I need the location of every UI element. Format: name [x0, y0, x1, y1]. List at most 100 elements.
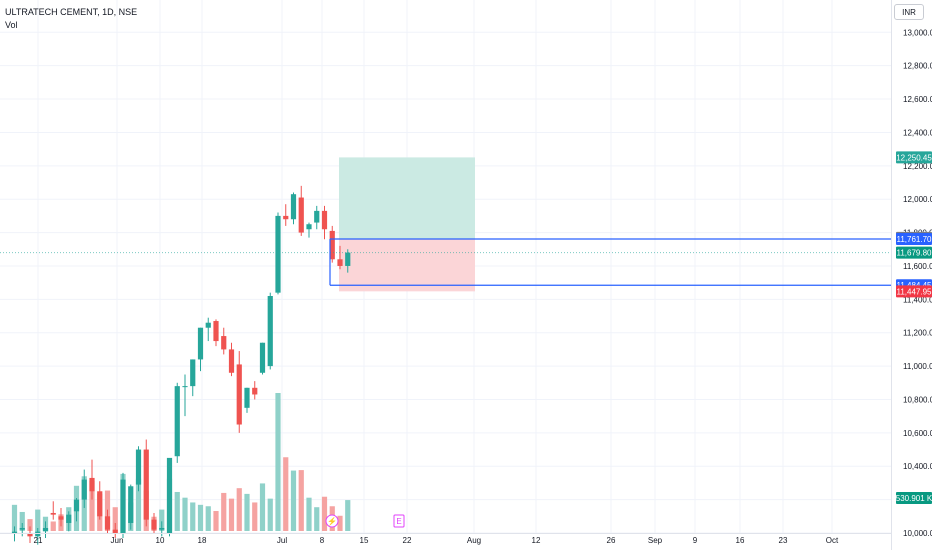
- price-tag-bg: [896, 232, 932, 245]
- volume-bar: [228, 498, 235, 531]
- candle: [104, 509, 111, 533]
- candle-body: [11, 531, 18, 533]
- time-tick-label: Aug: [467, 536, 481, 545]
- price-tag-label: 11,761.70: [897, 235, 932, 244]
- candle: [143, 439, 149, 527]
- candle-body: [213, 321, 219, 342]
- volume-bar: [89, 481, 95, 531]
- candle-body: [190, 359, 196, 387]
- candle-body: [345, 252, 351, 266]
- candle-body: [104, 516, 111, 530]
- candle: [174, 382, 180, 463]
- candle: [166, 457, 173, 537]
- volume-bar: [337, 515, 343, 531]
- volume-bar: [19, 511, 25, 531]
- candle: [329, 225, 335, 263]
- candle-body: [81, 479, 87, 500]
- horizontal-levels[interactable]: [0, 238, 891, 286]
- candle-body: [252, 387, 258, 395]
- candle-body: [50, 512, 56, 515]
- volume-bar: [27, 519, 33, 531]
- candle-body: [66, 514, 72, 523]
- candle-body: [283, 215, 289, 220]
- volume-bar: [135, 478, 142, 531]
- candle: [42, 521, 49, 539]
- time-tick-label: 9: [693, 536, 698, 545]
- volume-bar: [252, 502, 258, 531]
- target-zone: [339, 157, 475, 239]
- price-tags: 12,250.4511,768.1011,761.7011,679.8011,4…: [896, 151, 932, 504]
- candle: [221, 327, 227, 355]
- price-tag: 12,250.45: [896, 151, 932, 164]
- candle-body: [329, 230, 335, 260]
- time-axis[interactable]: 21 Jun 10 18 Jul 8 15 22 Aug 12 26 Sep 9 16 23 Oct: [0, 533, 891, 546]
- candle-body: [205, 322, 211, 328]
- volume-bars: [11, 393, 351, 531]
- candle-body: [236, 364, 242, 425]
- price-tag-bg: [896, 246, 932, 259]
- candle: [275, 212, 281, 295]
- candle-body: [244, 387, 250, 408]
- candle-body: [321, 210, 328, 230]
- candle: [112, 522, 118, 539]
- volume-bar: [213, 511, 219, 531]
- volume-bar: [190, 502, 196, 531]
- price-tag-label: 12,250.45: [896, 153, 932, 162]
- candle-body: [135, 449, 142, 485]
- position-zones[interactable]: [339, 157, 475, 292]
- candle: [345, 249, 351, 273]
- price-tag: 11,679.80: [896, 246, 932, 259]
- event-markers[interactable]: ⚡ E: [325, 514, 405, 528]
- candle-body: [306, 224, 312, 230]
- candle-body: [97, 491, 103, 517]
- volume-bar: [345, 500, 351, 531]
- candle: [306, 222, 312, 238]
- volume-bar: [221, 492, 227, 531]
- volume-bar: [112, 507, 118, 531]
- price-tick-label: 10,000.00: [903, 529, 932, 538]
- dividend-event-icon: ⚡: [325, 514, 339, 528]
- event-symbol: ⚡: [327, 516, 337, 526]
- time-tick-label: 18: [198, 536, 207, 545]
- symbol-title[interactable]: ULTRATECH CEMENT, 1D, NSE: [5, 7, 138, 17]
- candle: [151, 512, 157, 533]
- time-tick-label: Sep: [648, 536, 663, 545]
- candle: [228, 342, 235, 377]
- candle-body: [58, 516, 64, 520]
- price-tick-label: 10,600.00: [903, 429, 932, 438]
- candle: [267, 292, 273, 370]
- time-tick-label: 22: [403, 536, 412, 545]
- currency-selector[interactable]: INR: [894, 4, 924, 20]
- volume-bar: [306, 497, 312, 531]
- candle: [120, 472, 126, 539]
- time-tick-label: 15: [360, 536, 369, 545]
- price-tick-label: 11,400.00: [903, 295, 932, 304]
- volume-bar: [205, 506, 211, 531]
- candle-body: [159, 527, 165, 530]
- volume-bar: [50, 521, 56, 531]
- time-tick-label: Oct: [826, 536, 839, 545]
- candlesticks[interactable]: [11, 185, 351, 545]
- candle: [27, 526, 33, 544]
- time-tick-label: 16: [736, 536, 745, 545]
- candle: [314, 205, 320, 230]
- candle: [213, 319, 219, 347]
- price-tick-label: 11,600.00: [903, 262, 932, 271]
- volume-bar: [182, 497, 188, 531]
- time-tick-label: 12: [532, 536, 541, 545]
- price-tag: 11,447.95: [896, 285, 932, 298]
- volume-bar: [236, 488, 242, 531]
- volume-indicator-label[interactable]: Vol: [5, 20, 18, 30]
- candle-body: [143, 449, 149, 520]
- volume-bar: [275, 393, 281, 531]
- volume-bar: [283, 457, 289, 531]
- volume-bar: [314, 507, 320, 531]
- candle: [135, 446, 142, 492]
- candle-body: [314, 210, 320, 223]
- candle-body: [174, 386, 180, 457]
- volume-bar: [174, 491, 180, 531]
- event-symbol: E: [396, 517, 401, 526]
- price-tick-label: 12,600.00: [903, 95, 932, 104]
- time-tick-label: 10: [156, 536, 165, 545]
